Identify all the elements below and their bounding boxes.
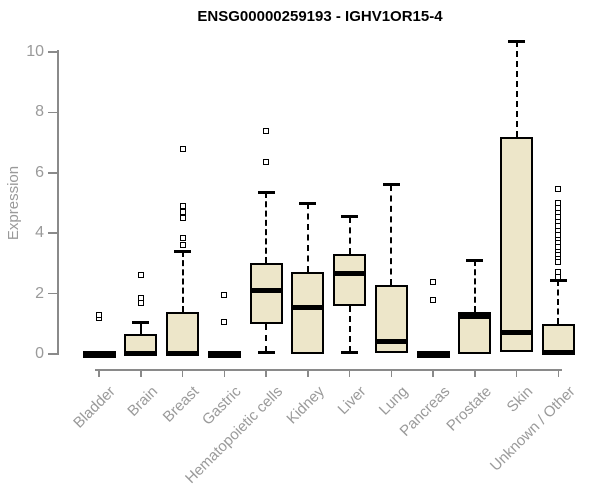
y-tick-label: 6: [35, 163, 44, 181]
whisker-upper-lung: [390, 184, 393, 285]
whisker-upper-prostate: [473, 260, 476, 312]
whisker-cap-lower-hematopoietic-cells: [257, 350, 275, 354]
whisker-lower-hematopoietic-cells: [265, 323, 267, 353]
x-tick-label-breast: Breast: [159, 383, 203, 426]
median-prostate: [458, 313, 492, 319]
x-axis-line: [95, 369, 562, 371]
box-breast: [166, 311, 199, 354]
whisker-cap-upper-liver: [341, 215, 358, 219]
box-liver: [333, 254, 366, 306]
whisker-cap-lower-liver: [341, 350, 358, 354]
whisker-upper-liver: [348, 216, 351, 255]
whisker-upper-brain: [139, 322, 142, 335]
whisker-lower-liver: [348, 305, 351, 353]
median-liver: [333, 271, 366, 277]
whisker-cap-upper-lung: [382, 183, 400, 187]
x-tick-mark: [98, 369, 100, 377]
outlier-breast: [179, 203, 186, 210]
y-axis-label: Expression: [5, 165, 22, 241]
y-tick-label: 8: [35, 103, 44, 121]
y-axis-line: [57, 50, 59, 355]
whisker-cap-upper-brain: [132, 320, 150, 324]
y-tick-label: 10: [26, 43, 44, 60]
x-tick-mark: [265, 369, 267, 377]
x-tick-mark: [557, 369, 559, 377]
whisker-cap-upper-prostate: [466, 258, 484, 262]
x-tick-mark: [515, 369, 518, 377]
y-tick-mark: [48, 292, 58, 295]
outlier-gastric: [221, 292, 228, 299]
y-tick-mark: [48, 51, 58, 53]
whisker-cap-upper-unknown-other: [549, 278, 567, 282]
median-kidney: [291, 304, 325, 310]
outlier-unknown-other: [555, 269, 562, 276]
x-tick-label-kidney: Kidney: [283, 383, 328, 428]
outlier-brain: [137, 272, 144, 279]
median-breast: [166, 350, 199, 356]
flat-box-gastric: [207, 351, 241, 358]
x-tick-label-lung: Lung: [375, 383, 412, 419]
y-tick-mark: [48, 232, 58, 234]
x-tick-label-liver: Liver: [334, 383, 370, 419]
y-tick-label: 2: [35, 284, 44, 302]
whisker-cap-upper-kidney: [299, 201, 317, 205]
y-tick-label: 0: [35, 345, 44, 362]
outlier-unknown-other: [555, 200, 562, 206]
chart-title: ENSG00000259193 - IGHV1OR15-4: [197, 8, 443, 25]
y-tick-mark: [48, 111, 58, 114]
outlier-breast: [179, 242, 186, 249]
y-tick-mark: [48, 353, 58, 355]
box-kidney: [291, 272, 325, 354]
x-tick-label-prostate: Prostate: [443, 383, 495, 435]
median-skin: [500, 330, 533, 336]
whisker-cap-upper-breast: [174, 249, 191, 253]
whisker-upper-breast: [181, 251, 184, 312]
x-tick-mark: [432, 369, 434, 377]
whisker-cap-upper-skin: [508, 39, 525, 43]
outlier-pancreas: [430, 296, 436, 303]
flat-box-bladder: [82, 351, 116, 358]
x-tick-mark: [307, 369, 309, 377]
x-tick-label-brain: Brain: [123, 383, 161, 420]
outlier-breast: [179, 145, 186, 152]
y-tick-mark: [48, 172, 58, 174]
outlier-gastric: [221, 319, 228, 326]
x-tick-mark: [474, 369, 476, 377]
x-tick-mark: [390, 369, 392, 377]
x-tick-mark: [181, 369, 184, 377]
outlier-unknown-other: [555, 186, 562, 193]
outlier-bladder: [96, 311, 102, 318]
whisker-upper-skin: [515, 41, 518, 137]
x-tick-mark: [140, 369, 142, 377]
box-prostate: [458, 311, 492, 354]
flat-box-pancreas: [416, 351, 450, 358]
whisker-upper-unknown-other: [557, 280, 560, 324]
x-tick-label-bladder: Bladder: [70, 383, 120, 432]
x-tick-mark: [223, 369, 225, 377]
outlier-breast: [179, 215, 186, 222]
median-lung: [374, 339, 408, 345]
box-skin: [500, 136, 533, 352]
box-hematopoietic-cells: [249, 263, 283, 324]
median-unknown-other: [541, 349, 575, 355]
outlier-breast: [179, 209, 186, 216]
median-hematopoietic-cells: [249, 288, 283, 294]
outlier-pancreas: [430, 278, 436, 285]
outlier-breast: [179, 234, 186, 241]
x-tick-mark: [348, 369, 351, 377]
whisker-upper-hematopoietic-cells: [265, 192, 267, 264]
whisker-upper-kidney: [306, 203, 309, 273]
y-tick-label: 4: [35, 224, 44, 242]
median-brain: [124, 350, 158, 356]
x-tick-label-skin: Skin: [503, 383, 537, 416]
outlier-hematopoietic-cells: [263, 127, 269, 134]
outlier-brain: [137, 295, 144, 302]
outlier-hematopoietic-cells: [263, 159, 269, 166]
whisker-cap-upper-hematopoietic-cells: [257, 190, 275, 194]
